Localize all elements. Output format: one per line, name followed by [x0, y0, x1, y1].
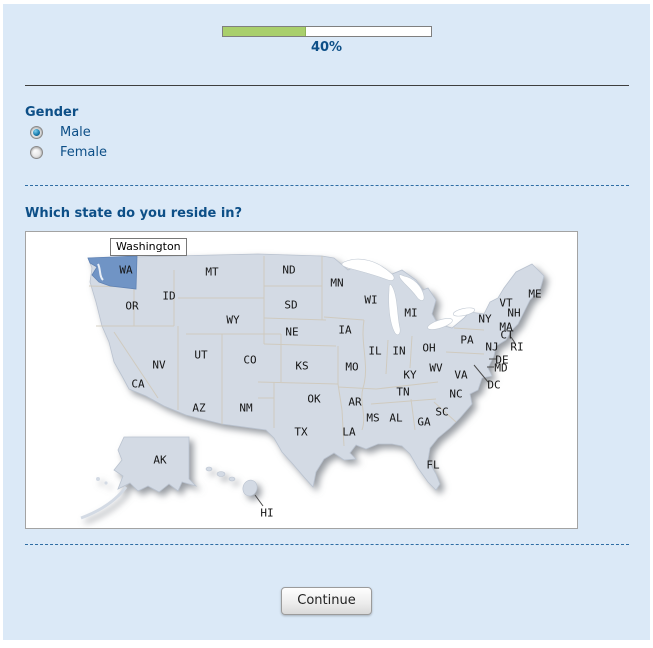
- state-label-sc[interactable]: SC: [435, 405, 449, 419]
- dashed-divider: [25, 544, 629, 545]
- state-label-tn[interactable]: TN: [396, 385, 410, 399]
- dashed-divider: [25, 185, 629, 186]
- state-label-vt[interactable]: VT: [499, 296, 513, 310]
- top-divider: [25, 85, 629, 86]
- state-label-nj[interactable]: NJ: [485, 340, 499, 354]
- radio-label-female: Female: [60, 145, 108, 160]
- state-label-ri[interactable]: RI: [510, 340, 524, 354]
- state-label-wy[interactable]: WY: [226, 313, 240, 327]
- state-borders: [88, 256, 485, 447]
- state-label-or[interactable]: OR: [125, 299, 139, 313]
- state-label-ne[interactable]: NE: [285, 325, 299, 339]
- state-label-wv[interactable]: WV: [429, 361, 443, 375]
- continental-us[interactable]: [87, 253, 545, 491]
- radio-male[interactable]: [30, 126, 43, 139]
- state-label-nh[interactable]: NH: [507, 306, 521, 320]
- state-label-mn[interactable]: MN: [330, 276, 344, 290]
- state-heading: Which state do you reside in?: [25, 206, 243, 221]
- state-label-wi[interactable]: WI: [364, 293, 378, 307]
- radio-female[interactable]: [30, 146, 43, 159]
- state-label-mi[interactable]: MI: [404, 306, 418, 320]
- state-label-nc[interactable]: NC: [449, 387, 463, 401]
- state-label-ct[interactable]: CT: [500, 328, 514, 342]
- state-label-ca[interactable]: CA: [131, 377, 145, 391]
- hi-leader-line: [254, 494, 264, 507]
- state-label-ma[interactable]: MA: [499, 320, 513, 334]
- state-question: Which state do you reside in?: [25, 206, 578, 529]
- state-label-ia[interactable]: IA: [338, 323, 352, 337]
- great-lakes: [341, 258, 476, 336]
- state-label-la[interactable]: LA: [342, 425, 356, 439]
- progress-label: 40%: [310, 40, 343, 55]
- lake-huron: [398, 274, 425, 301]
- gender-options: Male Female: [25, 125, 107, 160]
- state-label-co[interactable]: CO: [243, 353, 257, 367]
- state-label-ga[interactable]: GA: [417, 415, 431, 429]
- footer: Continue: [3, 587, 650, 615]
- state-label-tx[interactable]: TX: [294, 425, 308, 439]
- state-label-wa[interactable]: WA: [119, 263, 133, 277]
- state-label-sd[interactable]: SD: [284, 298, 298, 312]
- lake-michigan: [388, 284, 401, 336]
- state-label-ny[interactable]: NY: [478, 312, 492, 326]
- state-label-mt[interactable]: MT: [205, 265, 219, 279]
- state-label-de[interactable]: DE: [495, 353, 509, 367]
- progress-bar: [221, 26, 432, 37]
- us-map-svg: [80, 253, 545, 520]
- progress-fill: [222, 27, 306, 36]
- state-label-oh[interactable]: OH: [422, 341, 436, 355]
- dc-leader-line: [473, 364, 489, 383]
- state-label-id[interactable]: ID: [162, 289, 176, 303]
- state-label-ms[interactable]: MS: [366, 411, 380, 425]
- state-label-va[interactable]: VA: [454, 368, 468, 382]
- us-map[interactable]: WA OR CA ID NV MT WY UT CO AZ NM ND SD NE KS OK TX MN IA MO…: [25, 231, 578, 529]
- state-label-nm[interactable]: NM: [239, 401, 253, 415]
- lake-ontario: [452, 307, 476, 317]
- survey-panel: 40% Gender Male Female Which state do you…: [3, 4, 650, 640]
- state-wa-highlighted[interactable]: [87, 255, 138, 290]
- state-label-il[interactable]: IL: [368, 344, 382, 358]
- state-label-md[interactable]: MD: [494, 361, 508, 375]
- state-label-nv[interactable]: NV: [152, 358, 166, 372]
- state-label-mo[interactable]: MO: [345, 360, 359, 374]
- ct-leader-tick: [510, 336, 516, 344]
- lake-erie: [427, 318, 453, 330]
- state-label-dc[interactable]: DC: [487, 378, 501, 392]
- state-label-ky[interactable]: KY: [403, 368, 417, 382]
- state-label-az[interactable]: AZ: [192, 401, 206, 415]
- continue-button[interactable]: Continue: [281, 587, 372, 615]
- state-label-ak[interactable]: AK: [153, 453, 167, 467]
- state-label-nd[interactable]: ND: [282, 263, 296, 277]
- gender-option-female[interactable]: Female: [30, 145, 107, 160]
- gender-heading: Gender: [25, 105, 79, 120]
- alaska[interactable]: [80, 436, 198, 520]
- state-label-al[interactable]: AL: [389, 411, 403, 425]
- radio-label-male: Male: [60, 125, 91, 140]
- state-label-fl[interactable]: FL: [426, 458, 440, 472]
- state-label-me[interactable]: ME: [528, 287, 542, 301]
- lake-superior: [341, 258, 395, 281]
- state-label-ok[interactable]: OK: [307, 392, 321, 406]
- map-tooltip: Washington: [110, 238, 187, 256]
- hawaii[interactable]: [205, 466, 259, 498]
- state-label-hi[interactable]: HI: [260, 506, 274, 520]
- gender-question: Gender Male Female: [25, 105, 107, 160]
- leader-lines: [254, 336, 516, 507]
- gender-option-male[interactable]: Male: [30, 125, 107, 140]
- puget-sound: [97, 263, 104, 281]
- state-label-ut[interactable]: UT: [194, 348, 208, 362]
- state-label-pa[interactable]: PA: [460, 333, 474, 347]
- state-label-in[interactable]: IN: [392, 344, 406, 358]
- state-label-ks[interactable]: KS: [295, 359, 309, 373]
- state-label-ar[interactable]: AR: [348, 395, 362, 409]
- progress-section: 40%: [221, 26, 432, 55]
